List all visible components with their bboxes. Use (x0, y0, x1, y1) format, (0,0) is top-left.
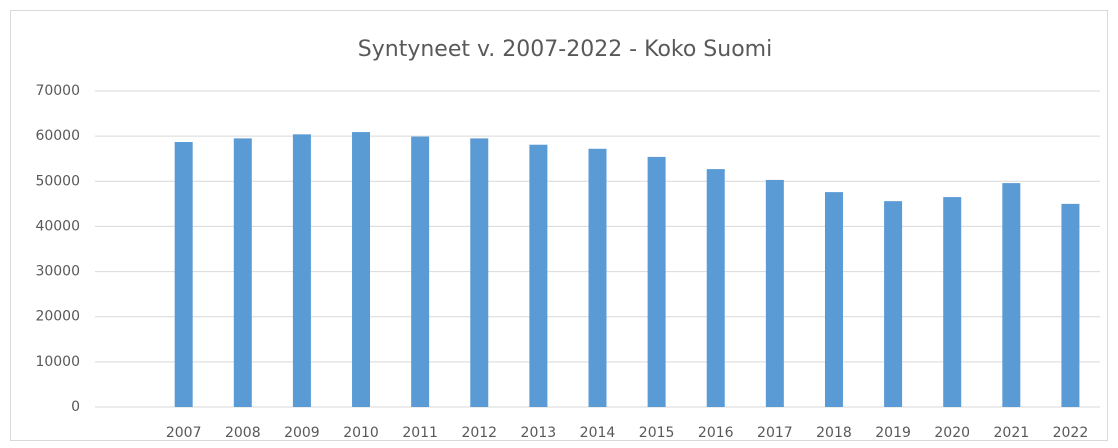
x-tick-label: 2016 (698, 425, 734, 441)
y-tick-label: 10000 (35, 354, 80, 370)
bar (1061, 203, 1080, 407)
bar (292, 134, 311, 407)
bar (233, 138, 252, 407)
y-tick-label: 40000 (35, 218, 80, 234)
x-tick-label: 2019 (875, 425, 911, 441)
bar (706, 169, 725, 407)
bar (765, 179, 784, 407)
chart-frame (10, 10, 1108, 441)
x-tick-label: 2022 (1053, 425, 1089, 441)
bar (647, 156, 666, 407)
x-tick-label: 2018 (816, 425, 852, 441)
bar (824, 192, 843, 407)
x-tick-label: 2021 (994, 425, 1030, 441)
y-tick-label: 60000 (35, 128, 80, 144)
x-tick-label: 2011 (402, 425, 438, 441)
x-tick-label: 2008 (225, 425, 261, 441)
bar (529, 144, 548, 407)
x-tick-label: 2010 (343, 425, 379, 441)
bar (1002, 183, 1021, 407)
x-tick-label: 2013 (521, 425, 557, 441)
y-tick-label: 30000 (35, 264, 80, 280)
bar (174, 142, 193, 408)
chart-title: Syntyneet v. 2007-2022 - Koko Suomi (358, 37, 772, 62)
x-tick-label: 2009 (284, 425, 320, 441)
x-tick-label: 2014 (580, 425, 616, 441)
x-tick-label: 2017 (757, 425, 793, 441)
x-tick-label: 2007 (166, 425, 202, 441)
x-tick-label: 2015 (639, 425, 675, 441)
y-tick-label: 70000 (35, 83, 80, 99)
bar (943, 197, 962, 407)
bar (352, 132, 371, 407)
y-tick-label: 20000 (35, 309, 80, 325)
x-tick-label: 2020 (934, 425, 970, 441)
bar (470, 138, 489, 407)
bar (588, 148, 607, 408)
bar (411, 136, 430, 407)
y-tick-label: 0 (71, 399, 80, 415)
x-tick-label: 2012 (461, 425, 497, 441)
y-tick-label: 50000 (35, 173, 80, 189)
bar (884, 201, 903, 407)
